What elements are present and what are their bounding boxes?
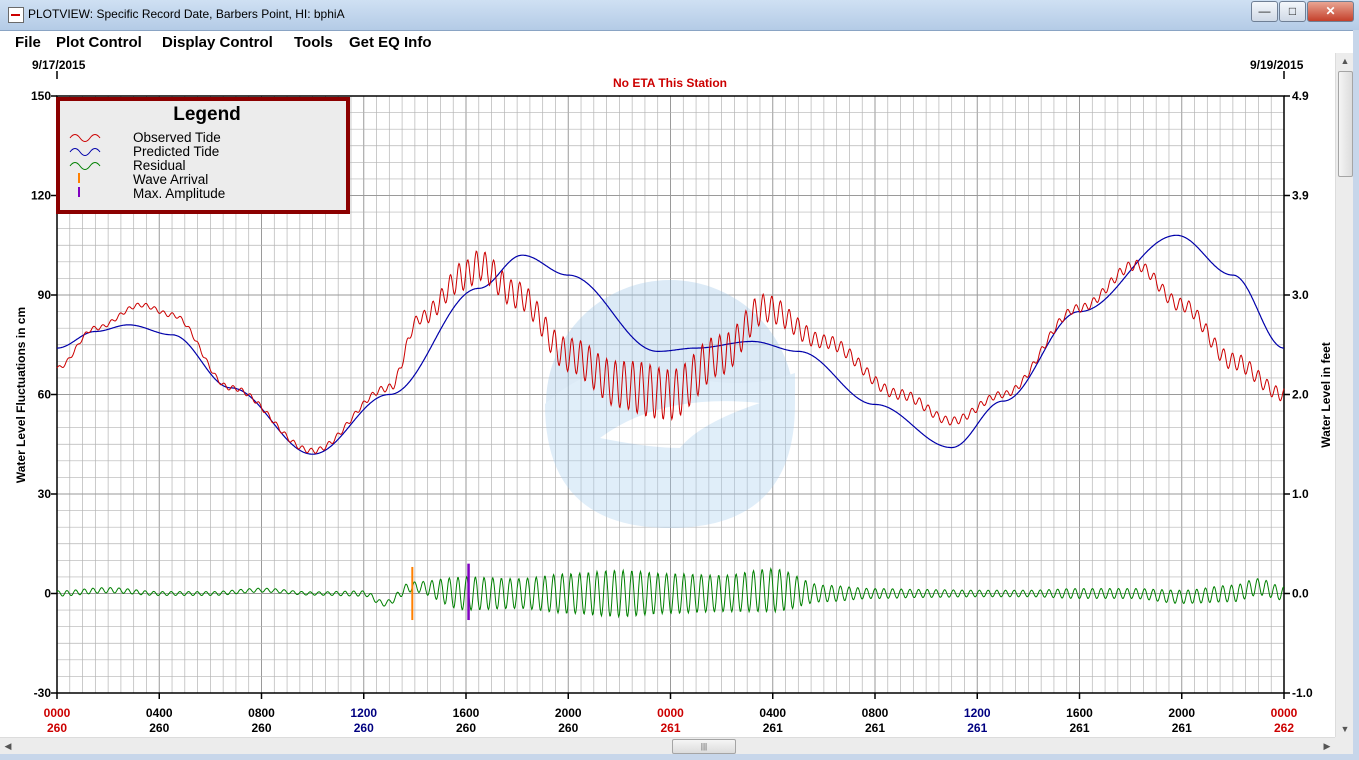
y-tick-label-right: -1.0 bbox=[1292, 686, 1313, 700]
y-tick-label-right: 3.9 bbox=[1292, 189, 1309, 203]
x-tick-time-label: 0000 bbox=[44, 706, 71, 720]
menu-plot-control[interactable]: Plot Control bbox=[56, 34, 142, 51]
horizontal-scroll-thumb[interactable]: ||| bbox=[672, 739, 736, 754]
vertical-scroll-thumb[interactable] bbox=[1338, 71, 1353, 177]
legend-item-label: Wave Arrival bbox=[133, 172, 208, 187]
window-frame-bottom bbox=[0, 754, 1359, 760]
window-frame-right bbox=[1353, 30, 1359, 760]
x-tick-time-label: 0400 bbox=[146, 706, 173, 720]
event-markers bbox=[411, 563, 470, 621]
x-tick-time-label: 2000 bbox=[555, 706, 582, 720]
menu-display-control[interactable]: Display Control bbox=[162, 34, 273, 51]
scroll-right-icon[interactable]: ▶ bbox=[1323, 741, 1331, 751]
menu-tools[interactable]: Tools bbox=[294, 34, 333, 51]
menu-bar: File Plot Control Display Control Tools … bbox=[0, 31, 1359, 53]
horizontal-scrollbar[interactable]: ◀ ||| ▶ bbox=[0, 737, 1335, 755]
x-tick-day-label: 261 bbox=[1069, 721, 1089, 735]
y-axis-label-right: Water Level in feet bbox=[1319, 342, 1333, 448]
x-tick-time-label: 1600 bbox=[453, 706, 480, 720]
x-tick-time-label: 1600 bbox=[1066, 706, 1093, 720]
y-tick-label-left: 150 bbox=[31, 89, 51, 103]
y-tick-label-left: -30 bbox=[34, 686, 52, 700]
title-bar: PLOTVIEW: Specific Record Date, Barbers … bbox=[0, 0, 1359, 31]
close-button[interactable]: ✕ bbox=[1307, 1, 1354, 22]
x-tick-day-label: 262 bbox=[1274, 721, 1294, 735]
x-tick-time-label: 2000 bbox=[1168, 706, 1195, 720]
x-axis-ticks: 0000260040026008002601200260160026020002… bbox=[44, 693, 1298, 735]
y-tick-label-left: 90 bbox=[38, 288, 52, 302]
y-tick-label-right: 3.0 bbox=[1292, 288, 1309, 302]
y-tick-label-right: 4.9 bbox=[1292, 89, 1309, 103]
x-tick-time-label: 0000 bbox=[1271, 706, 1298, 720]
tide-chart: 150 120 90 60 30 0 -30 4.9 3.9 3.0 2.0 1.0 0.0 -1.0 0… bbox=[14, 58, 1333, 735]
start-date-label: 9/17/2015 bbox=[32, 58, 86, 72]
y-tick-label-right: 2.0 bbox=[1292, 388, 1309, 402]
vertical-scrollbar[interactable]: ▲ ▼ bbox=[1335, 53, 1354, 737]
x-tick-day-label: 260 bbox=[149, 721, 169, 735]
x-tick-time-label: 0000 bbox=[657, 706, 684, 720]
minimize-button[interactable]: — bbox=[1251, 1, 1278, 22]
y-axis-ticks: 150 120 90 60 30 0 -30 4.9 3.9 3.0 2.0 1.0 0.0 -1.0 bbox=[31, 89, 1313, 700]
legend-item-label: Observed Tide bbox=[133, 130, 221, 145]
x-tick-time-label: 0800 bbox=[862, 706, 889, 720]
x-tick-day-label: 260 bbox=[251, 721, 271, 735]
legend-swatch-wave bbox=[69, 134, 101, 142]
chart-series bbox=[56, 234, 1285, 619]
chart-title: No ETA This Station bbox=[613, 76, 727, 90]
window-title: PLOTVIEW: Specific Record Date, Barbers … bbox=[28, 7, 345, 21]
x-tick-day-label: 261 bbox=[967, 721, 987, 735]
legend-title: Legend bbox=[173, 104, 241, 125]
legend-swatch-wave bbox=[69, 148, 101, 156]
x-tick-day-label: 260 bbox=[354, 721, 374, 735]
x-tick-time-label: 0400 bbox=[759, 706, 786, 720]
x-tick-day-label: 261 bbox=[865, 721, 885, 735]
y-tick-label-right: 1.0 bbox=[1292, 487, 1309, 501]
scroll-up-icon[interactable]: ▲ bbox=[1340, 56, 1350, 66]
y-tick-label-left: 120 bbox=[31, 189, 51, 203]
x-tick-day-label: 261 bbox=[1172, 721, 1192, 735]
y-tick-label-left: 0 bbox=[44, 587, 51, 601]
observed-tide-line bbox=[56, 250, 1285, 454]
x-tick-day-label: 260 bbox=[558, 721, 578, 735]
scroll-left-icon[interactable]: ◀ bbox=[4, 741, 12, 751]
scrollbar-corner bbox=[1335, 737, 1353, 754]
x-tick-day-label: 260 bbox=[456, 721, 476, 735]
residual-line bbox=[56, 567, 1285, 619]
x-tick-day-label: 260 bbox=[47, 721, 67, 735]
x-tick-time-label: 1200 bbox=[964, 706, 991, 720]
y-tick-label-right: 0.0 bbox=[1292, 587, 1309, 601]
end-date-label: 9/19/2015 bbox=[1250, 58, 1304, 72]
legend-item-label: Max. Amplitude bbox=[133, 186, 225, 201]
legend-item-label: Residual bbox=[133, 158, 186, 173]
x-tick-day-label: 261 bbox=[763, 721, 783, 735]
scroll-down-icon[interactable]: ▼ bbox=[1340, 724, 1350, 734]
x-tick-time-label: 0800 bbox=[248, 706, 275, 720]
app-icon bbox=[8, 7, 24, 23]
menu-get-eq-info[interactable]: Get EQ Info bbox=[349, 34, 432, 51]
y-tick-label-left: 30 bbox=[38, 487, 52, 501]
menu-file[interactable]: File bbox=[15, 34, 41, 51]
y-axis-label-left: Water Level Fluctuations in cm bbox=[14, 307, 28, 483]
legend-item-label: Predicted Tide bbox=[133, 144, 219, 159]
legend-box bbox=[56, 97, 350, 214]
x-tick-time-label: 1200 bbox=[350, 706, 377, 720]
y-tick-label-left: 60 bbox=[38, 388, 52, 402]
maximize-button[interactable]: □ bbox=[1279, 1, 1306, 22]
legend-swatch-wave bbox=[69, 162, 101, 170]
x-tick-day-label: 261 bbox=[660, 721, 680, 735]
